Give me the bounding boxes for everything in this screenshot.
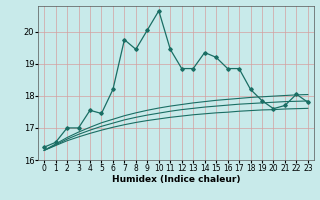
X-axis label: Humidex (Indice chaleur): Humidex (Indice chaleur) bbox=[112, 175, 240, 184]
